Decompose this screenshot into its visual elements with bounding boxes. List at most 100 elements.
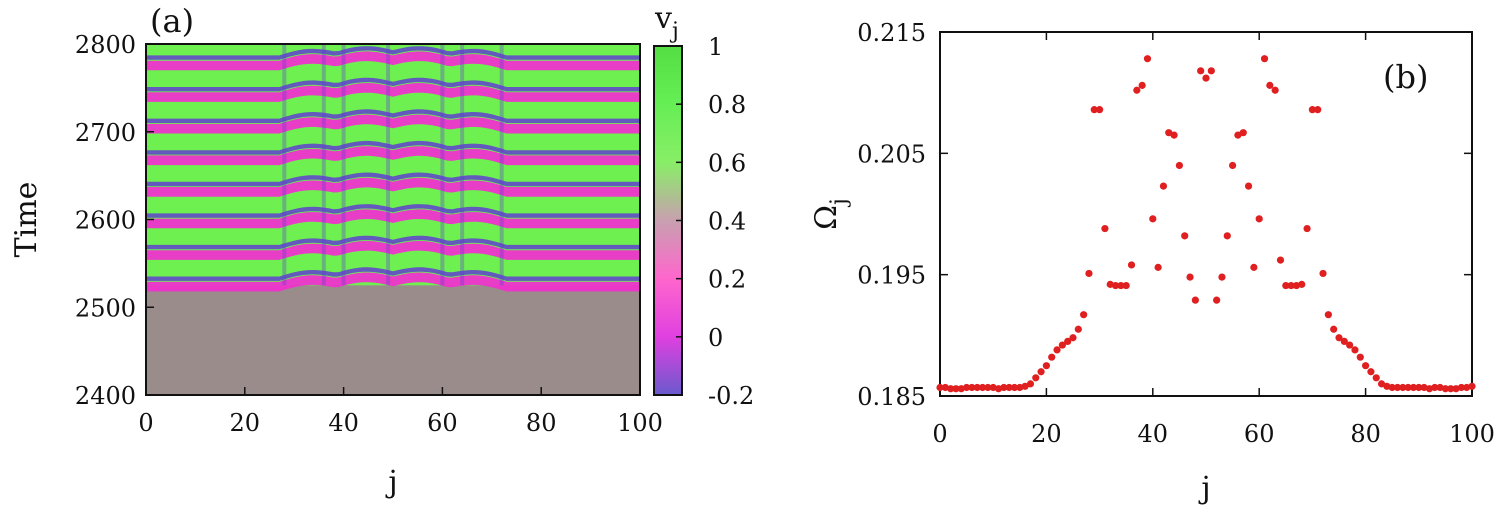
scatter-y-ticks: 0.185 0.195 0.205 0.215 xyxy=(857,19,1472,411)
scatter-x-tick-label: 0 xyxy=(932,420,947,448)
colorbar-ticks: -0.2 0 0.2 0.4 0.6 0.8 1 xyxy=(676,33,754,410)
scatter-point xyxy=(1048,353,1056,361)
scatter-point xyxy=(1085,269,1093,278)
scatter-point xyxy=(1197,67,1205,75)
scatter-point xyxy=(936,383,944,392)
heatmap-data xyxy=(146,15,640,292)
heatmap-y-tick-label: 2700 xyxy=(75,119,136,147)
scatter-point xyxy=(1340,337,1348,345)
scatter-point xyxy=(1362,362,1370,370)
colorbar-label-subscript: j xyxy=(669,19,679,44)
scatter-point xyxy=(1032,374,1040,382)
scatter-point xyxy=(1074,325,1082,333)
scatter-point xyxy=(1393,383,1402,392)
scatter-y-axis-label-subscript: j xyxy=(827,198,852,208)
heatmap-band xyxy=(146,272,640,292)
scatter-point xyxy=(1250,263,1258,271)
scatter-point xyxy=(1096,106,1104,114)
scatter-point xyxy=(1026,380,1035,388)
scatter-point xyxy=(1207,67,1215,75)
scatter-point xyxy=(947,385,955,393)
colorbar-tick-label: -0.2 xyxy=(708,382,754,410)
scatter-point xyxy=(1457,383,1465,392)
scatter-x-tick-label: 80 xyxy=(1350,420,1381,448)
scatter-point xyxy=(963,383,971,392)
colorbar-label: vj xyxy=(654,1,679,44)
scatter-point xyxy=(1000,383,1008,392)
scatter-point xyxy=(1069,334,1077,342)
heatmap-x-axis-label: j xyxy=(385,465,397,500)
heatmap-band xyxy=(146,209,640,229)
scatter-point xyxy=(1303,224,1311,233)
colorbar-tick-label: 1 xyxy=(708,33,723,61)
scatter-point xyxy=(1255,215,1263,223)
scatter-point xyxy=(1447,385,1455,393)
scatter-point xyxy=(1229,161,1237,170)
scatter-point xyxy=(1101,224,1109,233)
heatmap-band xyxy=(146,267,640,281)
scatter-point xyxy=(1058,341,1066,349)
scatter-point xyxy=(1308,106,1316,114)
scatter-point xyxy=(1319,269,1327,278)
heatmap-band xyxy=(146,109,640,123)
heatmap-x-tick-label: 0 xyxy=(138,409,153,437)
scatter-point xyxy=(1138,81,1146,89)
heatmap-x-tick-label: 80 xyxy=(526,409,557,437)
heatmap-band xyxy=(146,177,640,197)
heatmap-x-tick-label: 20 xyxy=(230,409,261,437)
scatter-point xyxy=(1314,106,1322,114)
scatter-point xyxy=(1271,86,1279,94)
heatmap-x-ticks: 0 20 40 60 80 100 xyxy=(138,387,663,437)
scatter-y-axis-label-main: Ω xyxy=(809,205,844,230)
scatter-point xyxy=(1404,383,1412,392)
heatmap-band xyxy=(146,46,640,60)
scatter-point xyxy=(1042,362,1050,370)
scatter-y-tick-label: 0.195 xyxy=(857,262,926,290)
heatmap-y-tick-label: 2400 xyxy=(75,382,136,410)
scatter-point xyxy=(1239,129,1247,137)
scatter-point xyxy=(1186,273,1194,281)
scatter-point xyxy=(1111,281,1120,290)
heatmap-x-tick-label: 40 xyxy=(328,409,359,437)
scatter-point xyxy=(1154,263,1162,271)
heatmap-band xyxy=(146,140,640,155)
heatmap-boundary xyxy=(321,44,326,286)
scatter-frame xyxy=(939,31,1473,397)
heatmap-x-tick-label: 60 xyxy=(427,409,458,437)
colorbar-tick-label: 0.8 xyxy=(708,91,746,119)
scatter-point xyxy=(1005,383,1013,392)
heatmap-band xyxy=(146,77,640,92)
scatter-point xyxy=(978,383,987,392)
scatter-point xyxy=(1468,382,1476,390)
scatter-point xyxy=(1053,346,1061,354)
heatmap-boundary xyxy=(460,44,465,286)
heatmap-boundary xyxy=(386,44,391,286)
scatter-point xyxy=(1367,368,1375,376)
scatter-point xyxy=(1276,256,1285,264)
scatter-points xyxy=(936,55,1476,393)
scatter-point xyxy=(1409,383,1418,392)
scatter-point xyxy=(1117,281,1125,290)
scatter-point xyxy=(1266,81,1274,89)
scatter-point xyxy=(1127,261,1136,269)
heatmap-band xyxy=(146,83,640,102)
heatmap-band xyxy=(146,114,640,134)
scatter-point xyxy=(1441,385,1449,393)
scatter-point xyxy=(952,385,960,393)
scatter-point xyxy=(1202,74,1210,82)
scatter-point xyxy=(984,383,992,392)
scatter-point xyxy=(1149,215,1157,223)
scatter-point xyxy=(1159,182,1168,190)
panel-a-label: (a) xyxy=(150,2,194,40)
scatter-point xyxy=(1351,346,1359,354)
scatter-point xyxy=(1122,281,1130,290)
panel-b-label: (b) xyxy=(1383,58,1428,96)
scatter-point xyxy=(1213,296,1221,304)
heatmap-band xyxy=(146,172,640,187)
scatter-x-tick-label: 20 xyxy=(1031,420,1062,448)
heatmap-band xyxy=(146,15,640,29)
colorbar-tick-label: 0.2 xyxy=(708,266,746,294)
